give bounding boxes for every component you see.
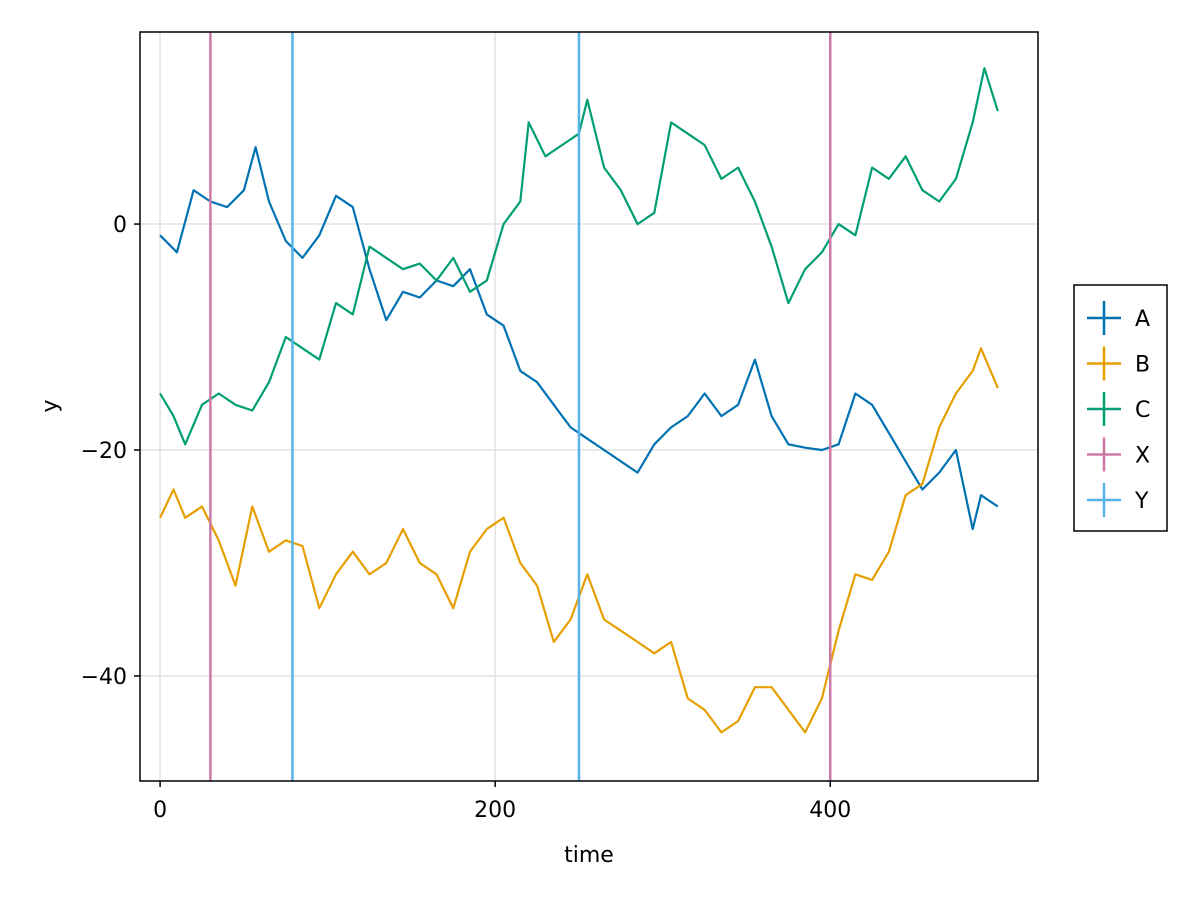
x-tick-label: 0 (153, 798, 167, 823)
plot-area (159, 32, 999, 781)
legend-label-c: C (1135, 398, 1150, 423)
plot-frame (139, 31, 1039, 782)
y-axis: 0 −20 −40 (81, 213, 140, 690)
x-axis-title: time (564, 843, 614, 868)
legend-label-a: A (1135, 307, 1150, 332)
legend-item-a[interactable]: A (1087, 301, 1150, 335)
x-tick-label: 400 (809, 798, 851, 823)
y-tick-label: −40 (81, 665, 127, 690)
x-axis: 0 200 400 (153, 781, 851, 823)
y-tick-label: −20 (81, 439, 127, 464)
y-axis-title: y (38, 399, 63, 412)
legend-item-y[interactable]: Y (1087, 483, 1149, 517)
legend-label-b: B (1135, 353, 1150, 378)
legend-label-x: X (1135, 444, 1150, 469)
legend-item-c[interactable]: C (1087, 392, 1150, 426)
x-tick-label: 200 (474, 798, 516, 823)
legend-item-b[interactable]: B (1087, 346, 1150, 381)
legend-label-y: Y (1134, 489, 1149, 514)
legend-item-x[interactable]: X (1087, 437, 1150, 472)
y-tick-label: 0 (113, 213, 127, 238)
